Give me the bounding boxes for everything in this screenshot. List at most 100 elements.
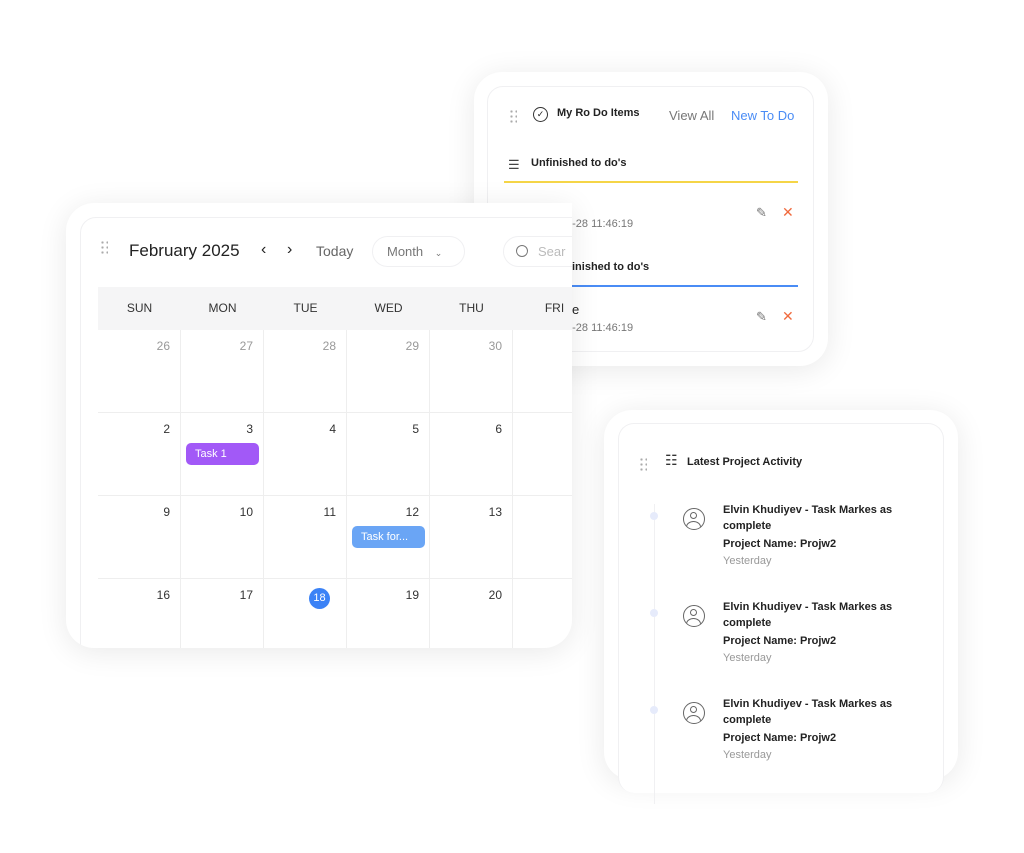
activity-project: Project Name: Projw2	[723, 732, 837, 744]
day-cell[interactable]: 28	[264, 330, 347, 413]
day-cell[interactable]	[513, 579, 572, 648]
user-avatar-icon	[683, 605, 705, 627]
user-avatar-icon	[683, 702, 705, 724]
activity-time: Yesterday	[723, 555, 772, 567]
edit-icon[interactable]: ✎	[756, 309, 767, 324]
day-number: 9	[163, 505, 170, 519]
day-number: 4	[329, 422, 336, 436]
day-cell[interactable]: 4	[264, 413, 347, 496]
calendar-title: February 2025	[129, 241, 240, 260]
day-number: 19	[405, 588, 419, 602]
activity-list-icon: ☷	[665, 452, 678, 468]
day-number: 3	[246, 422, 253, 436]
today-marker: 18	[309, 588, 330, 609]
view-all-link[interactable]: View All	[669, 108, 715, 123]
activity-time: Yesterday	[723, 652, 772, 664]
day-cell[interactable]: 19	[347, 579, 430, 648]
check-circle-icon: ✓	[533, 107, 548, 122]
day-cell[interactable]: 27	[181, 330, 264, 413]
activity-time: Yesterday	[723, 749, 772, 761]
drag-handle-icon[interactable]	[100, 240, 108, 254]
day-number: 28	[322, 339, 336, 353]
day-number: 12	[405, 505, 419, 519]
activity-project: Project Name: Projw2	[723, 538, 837, 550]
day-cell[interactable]: 11	[264, 496, 347, 579]
view-select-value: Month	[387, 244, 424, 259]
user-avatar-icon	[683, 508, 705, 530]
day-cell[interactable]	[513, 413, 572, 496]
day-number: 30	[488, 339, 502, 353]
activity-item: Elvin Khudiyev - Task Markes as complete…	[723, 502, 913, 567]
view-select[interactable]: Month ⌄	[372, 236, 465, 267]
activity-text: Elvin Khudiyev - Task Markes as complete	[723, 504, 893, 532]
edit-icon[interactable]: ✎	[756, 205, 767, 220]
day-cell[interactable]: 9	[98, 496, 181, 579]
todo-item-date: 1-28 11:46:19	[566, 218, 634, 230]
delete-icon[interactable]: ✕	[782, 308, 794, 324]
day-cell[interactable]: 12 Task for...	[347, 496, 430, 579]
next-month-button[interactable]: ›	[287, 241, 293, 258]
day-cell[interactable]: 17	[181, 579, 264, 648]
day-cell[interactable]: 13	[430, 496, 513, 579]
activity-text: Elvin Khudiyev - Task Markes as complete	[723, 601, 893, 629]
section-finished: inished to do's	[572, 261, 650, 273]
section-divider	[504, 181, 798, 183]
weekday-label: THU	[459, 301, 484, 315]
weekday-header: SUN MON TUE WED THU FRI	[98, 287, 572, 330]
delete-icon[interactable]: ✕	[782, 204, 794, 220]
activity-project: Project Name: Projw2	[723, 635, 837, 647]
drag-handle-icon[interactable]	[639, 457, 647, 471]
weekday-label: FRI	[544, 301, 565, 315]
calendar-event[interactable]: Task 1	[186, 443, 259, 465]
weekday-label: MON	[208, 301, 237, 315]
day-cell[interactable]: 3 Task 1	[181, 413, 264, 496]
timeline-dot	[650, 706, 658, 714]
day-cell[interactable]	[513, 496, 572, 579]
chevron-down-icon: ⌄	[434, 248, 443, 258]
timeline-dot	[650, 609, 658, 617]
day-number: 17	[239, 588, 253, 602]
todo-item-title: e	[572, 302, 580, 317]
todo-widget: ✓ My Ro Do Items View All New To Do ☰ Un…	[474, 72, 828, 366]
list-icon: ☰	[508, 157, 520, 172]
search-placeholder: Sear	[538, 244, 566, 259]
search-input[interactable]: Sear	[503, 236, 572, 267]
day-number: 26	[156, 339, 170, 353]
day-number: 11	[323, 505, 336, 519]
calendar-widget: February 2025 ‹ › Today Month ⌄ Sear SUN…	[66, 203, 572, 648]
day-cell[interactable]: 30	[430, 330, 513, 413]
day-number: 5	[412, 422, 419, 436]
prev-month-button[interactable]: ‹	[261, 241, 267, 258]
day-cell[interactable]	[513, 330, 572, 413]
day-cell[interactable]: 16	[98, 579, 181, 648]
calendar-event[interactable]: Task for...	[352, 526, 425, 548]
todo-item-date: 1-28 11:46:19	[566, 322, 634, 334]
timeline-dot	[650, 512, 658, 520]
weekday-label: WED	[374, 301, 403, 315]
day-number: 10	[239, 505, 253, 519]
day-cell[interactable]: 18	[264, 579, 347, 648]
day-number: 13	[488, 505, 502, 519]
weekday-label: SUN	[126, 301, 153, 315]
today-button[interactable]: Today	[316, 243, 354, 259]
day-number: 6	[495, 422, 502, 436]
day-cell[interactable]: 26	[98, 330, 181, 413]
activity-item: Elvin Khudiyev - Task Markes as complete…	[723, 696, 913, 761]
day-number: 27	[239, 339, 253, 353]
day-cell[interactable]: 5	[347, 413, 430, 496]
day-cell[interactable]: 10	[181, 496, 264, 579]
activity-text: Elvin Khudiyev - Task Markes as complete	[723, 698, 893, 726]
day-number: 20	[488, 588, 502, 602]
day-number: 29	[405, 339, 419, 353]
drag-handle-icon[interactable]	[509, 109, 517, 123]
widget-title: My Ro Do Items	[557, 107, 640, 119]
new-todo-link[interactable]: New To Do	[731, 108, 795, 123]
day-number: 2	[163, 422, 170, 436]
weekday-label: TUE	[293, 301, 318, 315]
day-cell[interactable]: 2	[98, 413, 181, 496]
day-cell[interactable]: 29	[347, 330, 430, 413]
day-cell[interactable]: 20	[430, 579, 513, 648]
section-unfinished: Unfinished to do's	[531, 157, 627, 169]
day-cell[interactable]: 6	[430, 413, 513, 496]
activity-widget: ☷ Latest Project Activity Elvin Khudiyev…	[604, 410, 958, 804]
